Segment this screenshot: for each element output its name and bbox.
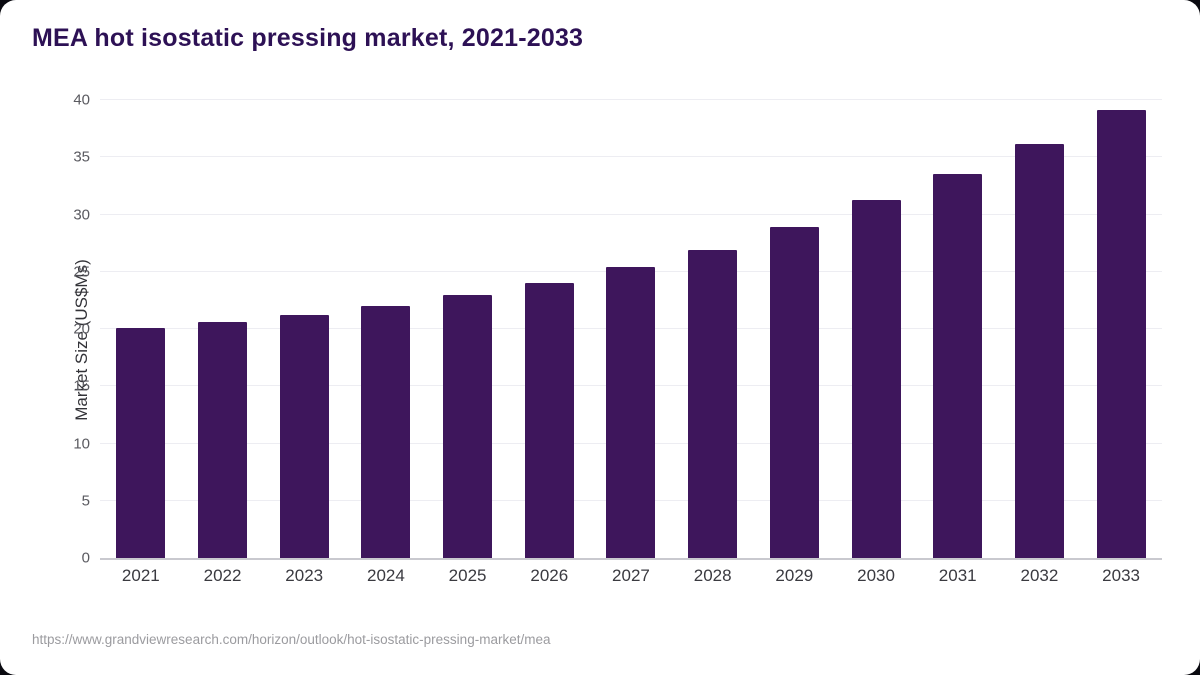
bar-slot: [1080, 100, 1162, 558]
bar-2024: [361, 306, 411, 558]
bar-slot: [100, 100, 182, 558]
bar-slot: [999, 100, 1081, 558]
y-tick-label: 10: [73, 435, 90, 452]
bar-2022: [198, 322, 248, 558]
y-tick-label: 30: [73, 206, 90, 223]
bar-2026: [524, 283, 574, 558]
bar-2021: [116, 327, 166, 558]
bar-slot: [345, 100, 427, 558]
bar-slot: [917, 100, 999, 558]
bar-2029: [769, 227, 819, 558]
bar-2033: [1096, 110, 1146, 558]
x-tick-label: 2029: [775, 566, 814, 585]
bar-2032: [1014, 143, 1064, 558]
x-tick-label: 2025: [448, 566, 487, 585]
bar-2027: [606, 267, 656, 558]
x-tick-label: 2030: [857, 566, 895, 585]
bar-2025: [443, 294, 493, 558]
plot-area: 0 5 10 15 20 25 30 35 40: [73, 92, 1162, 567]
bar-slot: [754, 100, 836, 558]
x-tick-label: 2024: [366, 566, 405, 585]
x-tick-label: 2023: [285, 566, 324, 585]
x-tick-label: 2033: [1102, 566, 1140, 585]
gridline: [100, 156, 1162, 158]
bar-slot: [672, 100, 754, 558]
gridline: [100, 99, 1162, 100]
bar-slot: [182, 100, 264, 558]
bar-2031: [933, 174, 983, 558]
y-tick-label: 35: [73, 148, 90, 166]
y-tick-label: 0: [81, 549, 90, 567]
y-tick-label: 40: [73, 91, 90, 109]
y-tick-label: 5: [81, 492, 90, 510]
bar-2030: [851, 199, 901, 558]
bar-slot: [427, 100, 509, 558]
gridline: [100, 213, 1162, 215]
y-tick-label: 20: [73, 320, 90, 338]
source-url: https://www.grandviewresearch.com/horizo…: [32, 632, 551, 647]
x-tick-label: 2027: [612, 566, 650, 585]
y-tick-label: 15: [73, 377, 90, 395]
x-tick-label: 2031: [938, 566, 977, 585]
bar-slot: [835, 100, 917, 558]
x-tick-label: 2026: [530, 566, 569, 585]
x-tick-label: 2022: [203, 566, 242, 585]
x-tick-label: 2021: [121, 566, 160, 585]
bar-slot: [263, 100, 345, 558]
chart-title: MEA hot isostatic pressing market, 2021-…: [32, 24, 584, 52]
bar-series: [100, 100, 1162, 558]
bar-2028: [688, 250, 738, 558]
bar-slot: [590, 100, 672, 558]
x-tick-label: 2032: [1020, 566, 1059, 585]
bar-2023: [279, 315, 329, 558]
x-axis-tick-labels: 2021 2022 2023 2024 2025 2026 2027 2028 2029 2030…: [100, 566, 1162, 586]
y-tick-label: 25: [73, 263, 90, 281]
x-tick-label: 2028: [693, 566, 732, 585]
bar-slot: [508, 100, 590, 558]
